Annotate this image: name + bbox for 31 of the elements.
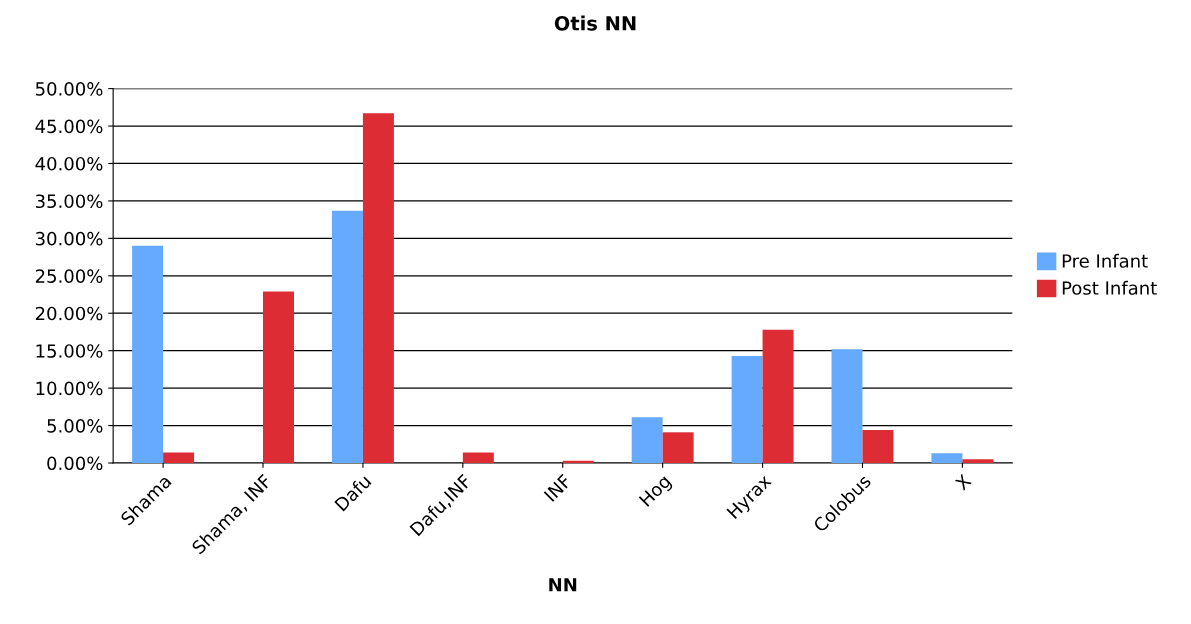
bar — [331, 210, 363, 464]
y-tick-label: 20.00% — [35, 306, 103, 321]
bar — [862, 430, 894, 464]
bar — [962, 459, 994, 464]
bar — [462, 452, 494, 464]
y-tick-label: 45.00% — [35, 119, 103, 134]
x-tick-label: INF — [543, 473, 572, 502]
bar — [631, 417, 663, 464]
bar — [762, 329, 794, 464]
chart-title: Otis NN — [554, 15, 636, 31]
x-tick-label: X — [954, 473, 972, 491]
x-axis-title: NN — [549, 578, 577, 592]
bar — [662, 432, 694, 464]
y-tick-label: 5.00% — [47, 419, 103, 433]
bar — [362, 113, 394, 464]
bar — [163, 452, 195, 464]
y-tick-label: 35.00% — [35, 194, 103, 209]
y-tick-label: 10.00% — [36, 381, 103, 396]
bar — [931, 453, 963, 464]
y-tick-label: 30.00% — [35, 231, 103, 246]
bar — [132, 245, 164, 464]
bar — [263, 291, 294, 464]
y-tick-label: 15.00% — [36, 344, 103, 358]
legend-label: Post Infant — [1062, 280, 1157, 295]
bar — [831, 349, 863, 464]
bar — [731, 355, 763, 464]
y-tick-label: 40.00% — [35, 156, 103, 171]
legend-label: Pre Infant — [1062, 253, 1148, 268]
y-tick-label: 0.00% — [47, 456, 103, 471]
y-tick-label: 50.00% — [35, 82, 103, 96]
y-tick-label: 25.00% — [35, 269, 103, 283]
